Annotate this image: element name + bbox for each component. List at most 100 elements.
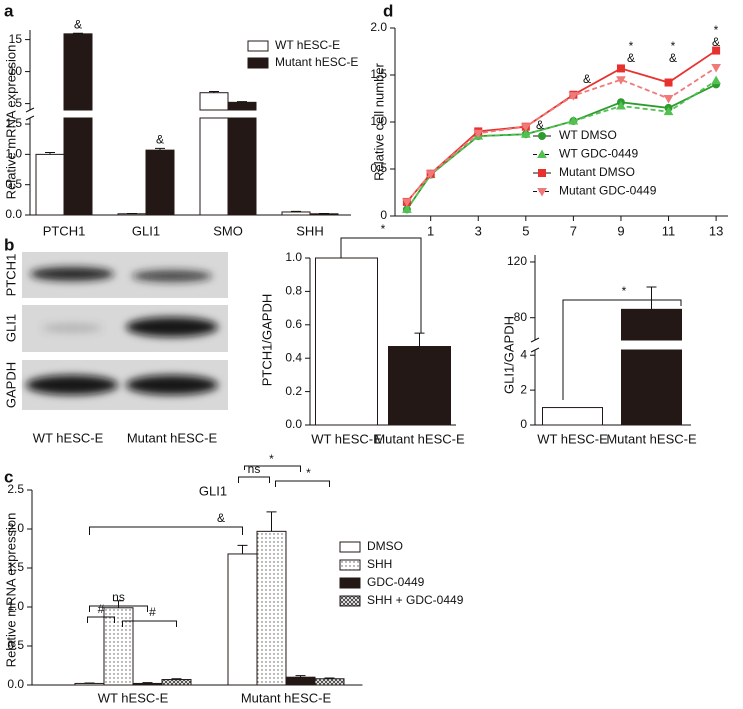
y-tick-label: 0.4 xyxy=(285,350,302,364)
bar xyxy=(132,682,163,686)
x-tick-label: 5 xyxy=(522,223,529,238)
error-bar xyxy=(291,210,301,212)
x-tick-label: Mutant hESC-E xyxy=(606,431,697,446)
annotation: ns xyxy=(112,590,125,604)
row-label: GAPDH xyxy=(3,362,18,408)
bar xyxy=(285,676,316,686)
y-tick-label: 1.5 xyxy=(7,560,24,574)
bar xyxy=(103,607,134,686)
panel-label: c xyxy=(4,467,13,486)
bar xyxy=(621,349,682,426)
axis-break xyxy=(530,347,540,353)
annotation: & xyxy=(583,72,591,86)
y-tick-label: 1.0 xyxy=(370,114,387,128)
marker xyxy=(520,123,531,132)
y-axis-label: Relative cell number xyxy=(371,62,386,180)
lane-label: WT hESC-E xyxy=(33,430,104,445)
y-tick-label: 0.8 xyxy=(285,284,302,298)
error-bar xyxy=(171,678,182,680)
significance-bracket xyxy=(87,616,115,623)
western-blot: b PTCH1 GLI1 GAPDH WT hESC-E Mutant hESC… xyxy=(3,235,228,445)
annotation: * xyxy=(671,39,676,53)
legend-swatch xyxy=(247,57,269,69)
legend-label: SHH + GDC-0449 xyxy=(367,593,464,607)
bar xyxy=(161,679,192,686)
row-label: GLI1 xyxy=(3,314,18,342)
annotation: & xyxy=(536,118,544,132)
annotation: * xyxy=(629,39,634,53)
legend-label: Mutant DMSO xyxy=(559,165,635,179)
y-tick-label: 2.0 xyxy=(7,521,24,535)
marker xyxy=(711,75,721,85)
panel-label: d xyxy=(383,1,393,20)
y-tick-label: 0.0 xyxy=(285,417,302,431)
error-bar xyxy=(646,286,657,310)
annotation: * xyxy=(381,222,386,236)
y-tick-label: 1.0 xyxy=(7,599,24,613)
significance-bracket xyxy=(340,237,422,333)
bar xyxy=(199,117,229,216)
y-tick-label: 1.0 xyxy=(285,250,302,264)
annotation: & xyxy=(156,132,164,146)
legend-label: Mutant hESC-E xyxy=(275,55,358,69)
legend-swatch xyxy=(339,595,361,607)
y-tick-label: 2.0 xyxy=(370,20,387,34)
marker xyxy=(520,129,531,138)
bar xyxy=(542,407,603,426)
error-bar xyxy=(155,147,165,151)
annotation: & xyxy=(74,17,82,31)
annotation: * xyxy=(714,23,719,37)
significance-bracket xyxy=(89,605,148,612)
y-tick-label: 4 xyxy=(520,347,527,361)
significance-bracket xyxy=(244,465,301,472)
marker xyxy=(616,64,625,73)
panel-label: a xyxy=(4,1,14,20)
series-line xyxy=(406,66,717,203)
error-bar xyxy=(209,90,219,93)
error-bar xyxy=(324,677,335,679)
bar xyxy=(199,92,229,111)
bar xyxy=(281,211,311,216)
y-tick-label: 10 xyxy=(9,64,23,78)
x-tick-label: 7 xyxy=(570,223,577,238)
error-bar xyxy=(73,32,83,34)
y-tick-label: 5 xyxy=(15,96,22,110)
blot-bands xyxy=(26,267,218,395)
y-tick-label: 0.5 xyxy=(370,161,387,175)
chart-title: GLI1 xyxy=(199,483,227,498)
annotation: & xyxy=(627,51,635,65)
y-axis-label: PTCH1/GAPDH xyxy=(259,294,274,386)
legend-label: WT GDC-0449 xyxy=(559,147,638,161)
bar xyxy=(74,682,105,686)
y-tick-label: 0 xyxy=(520,417,527,431)
x-tick-label: Mutant hESC-E xyxy=(241,690,332,705)
annotation: # xyxy=(98,602,105,616)
x-tick-label: 11 xyxy=(662,223,676,238)
y-tick-label: 0.0 xyxy=(5,207,22,221)
legend-label: SHH xyxy=(367,557,392,571)
y-tick-label: 0 xyxy=(380,208,387,222)
series-line xyxy=(406,79,717,210)
y-tick-label: 120 xyxy=(507,254,527,268)
bar xyxy=(227,117,257,216)
y-tick-label: 0.0 xyxy=(7,677,24,691)
error-bar xyxy=(237,544,248,554)
legend-swatch xyxy=(247,40,269,52)
error-bar xyxy=(142,682,153,684)
annotation: * xyxy=(622,284,627,298)
significance-bracket xyxy=(238,476,270,483)
error-bar xyxy=(45,152,55,155)
row-label: PTCH1 xyxy=(3,254,18,297)
marker xyxy=(473,129,484,139)
legend-label: WT DMSO xyxy=(559,128,617,142)
error-bar xyxy=(237,101,247,103)
panel-label: b xyxy=(4,235,14,254)
legend-label: GDC-0449 xyxy=(367,575,425,589)
marker xyxy=(568,116,579,125)
bar xyxy=(227,101,257,111)
y-axis-label: Relative mRNA expression xyxy=(3,513,18,668)
significance-bracket xyxy=(562,299,682,400)
bar xyxy=(314,678,345,686)
series-line xyxy=(406,49,717,203)
